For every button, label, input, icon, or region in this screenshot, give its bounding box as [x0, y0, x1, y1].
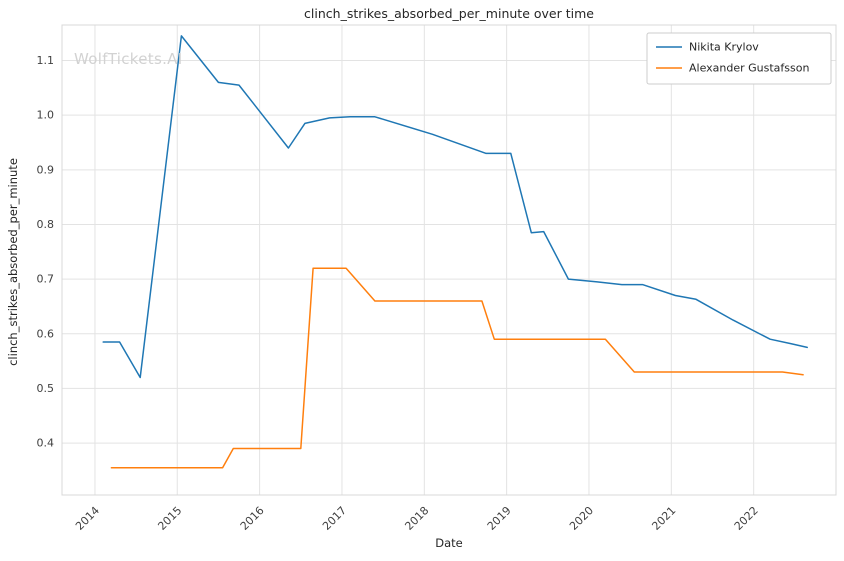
x-tick-label: 2021	[649, 504, 678, 533]
y-tick-label: 1.0	[37, 109, 55, 122]
x-tick-label: 2020	[567, 504, 596, 533]
legend-box	[646, 32, 832, 85]
legend-label-nikita-krylov: Nikita Krylov	[689, 41, 759, 54]
legend-label-alexander-gustafsson: Alexander Gustafsson	[689, 62, 809, 75]
x-tick-label: 2016	[238, 504, 267, 533]
y-tick-label: 0.4	[37, 437, 55, 450]
x-tick-label: 2015	[155, 504, 184, 533]
chart-title: clinch_strikes_absorbed_per_minute over …	[304, 6, 594, 21]
series-line-nikita-krylov	[102, 35, 808, 379]
plot-border	[61, 24, 837, 496]
y-tick-label: 0.5	[37, 382, 55, 395]
y-tick-label: 0.6	[37, 327, 55, 340]
x-tick-label: 2019	[485, 504, 514, 533]
y-tick-label: 0.9	[37, 163, 55, 176]
x-tick-label: 2017	[320, 504, 349, 533]
y-tick-label: 0.8	[37, 218, 55, 231]
y-tick-label: 1.1	[37, 54, 55, 67]
y-axis-label: clinch_strikes_absorbed_per_minute	[6, 158, 20, 366]
x-tick-label: 2022	[732, 504, 761, 533]
watermark: WolfTickets.AI	[74, 50, 183, 68]
x-axis-label: Date	[435, 536, 463, 550]
x-tick-label: 2018	[402, 504, 431, 533]
x-tick-label: 2014	[73, 504, 102, 533]
y-tick-label: 0.7	[37, 273, 55, 286]
series-line-alexander-gustafsson	[110, 267, 804, 469]
